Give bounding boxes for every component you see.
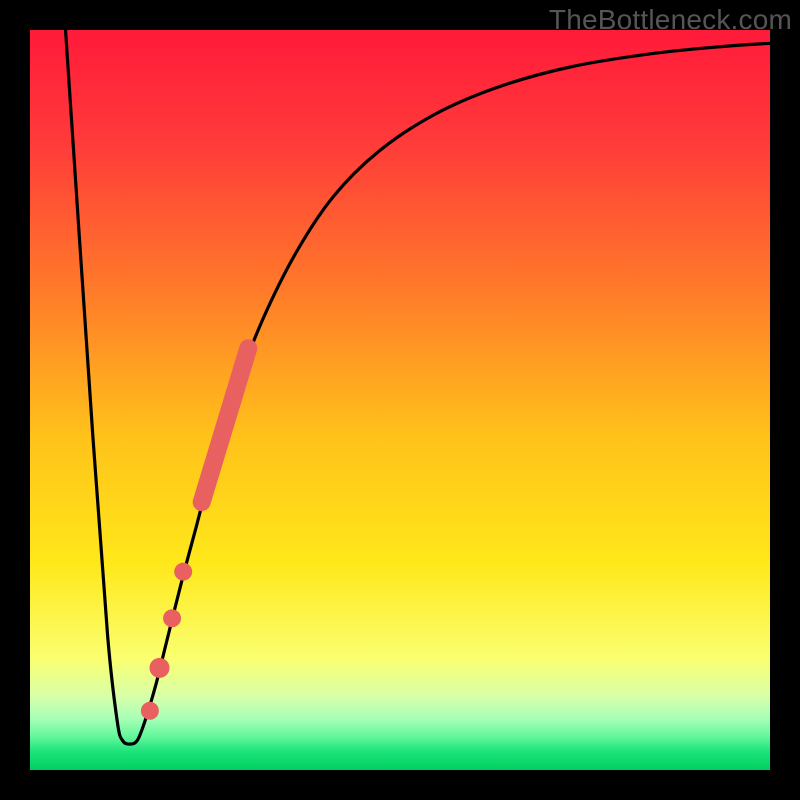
chart-svg xyxy=(0,0,800,800)
highlight-dot xyxy=(150,658,170,678)
chart-container: TheBottleneck.com xyxy=(0,0,800,800)
highlight-dot xyxy=(174,563,192,581)
gradient-plot-background xyxy=(30,30,770,770)
highlight-dot xyxy=(163,609,181,627)
watermark-text: TheBottleneck.com xyxy=(549,4,792,36)
highlight-dot xyxy=(141,702,159,720)
